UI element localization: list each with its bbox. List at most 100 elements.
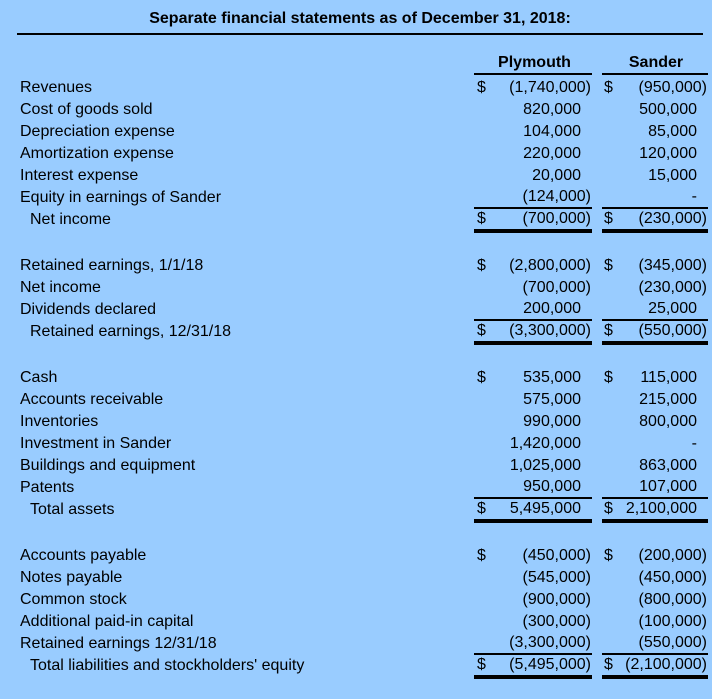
currency-symbol: $ bbox=[604, 500, 613, 517]
sander-amount: (550,000) bbox=[638, 322, 708, 339]
currency-symbol: $ bbox=[604, 547, 613, 564]
table-row: Cash $535,000 $115,000 bbox=[0, 367, 712, 389]
row-label: Total assets bbox=[30, 501, 115, 518]
plymouth-amount-cell: (3,300,000) bbox=[474, 633, 592, 655]
row-amounts: 1,420,000 - bbox=[474, 433, 708, 455]
plymouth-amount: 575,000 bbox=[523, 391, 581, 408]
plymouth-amount-cell: 990,000 bbox=[474, 411, 592, 433]
row-amounts: 950,000 107,000 bbox=[474, 477, 708, 499]
plymouth-amount: (2,800,000) bbox=[509, 257, 591, 274]
row-label: Investment in Sander bbox=[20, 435, 172, 452]
plymouth-amount-cell: $5,495,000 bbox=[474, 499, 592, 523]
row-label: Net income bbox=[30, 211, 111, 228]
sander-amount-cell: - bbox=[602, 187, 708, 209]
row-amounts: 990,000 800,000 bbox=[474, 411, 708, 433]
sander-amount-cell: $ (2,100,000) bbox=[602, 655, 708, 679]
currency-symbol: $ bbox=[477, 500, 486, 517]
row-label: Retained earnings 12/31/18 bbox=[20, 635, 217, 652]
row-label: Cash bbox=[20, 369, 58, 386]
sander-amount-cell: (230,000) bbox=[602, 277, 708, 299]
table-row: Net income (700,000) (230,000) bbox=[0, 277, 712, 299]
plymouth-amount-cell: 200,000 bbox=[474, 299, 592, 321]
sander-amount-cell: 107,000 bbox=[602, 477, 708, 499]
plymouth-amount: 200,000 bbox=[523, 300, 581, 317]
sander-amount: 500,000 bbox=[639, 101, 697, 118]
plymouth-amount: (3,300,000) bbox=[509, 322, 591, 339]
table-row: Depreciation expense 104,000 85,000 bbox=[0, 121, 712, 143]
row-label: Patents bbox=[20, 479, 75, 496]
sander-amount: (230,000) bbox=[638, 279, 708, 296]
row-amounts: 1,025,000 863,000 bbox=[474, 455, 708, 477]
plymouth-amount-cell: $ (2,800,000) bbox=[474, 255, 592, 277]
row-amounts: $ (2,800,000) $ (345,000) bbox=[474, 255, 708, 277]
plymouth-amount-cell: $ (700,000) bbox=[474, 209, 592, 233]
row-label: Dividends declared bbox=[20, 301, 157, 318]
row-amounts: 20,000 15,000 bbox=[474, 165, 708, 187]
currency-symbol: $ bbox=[477, 257, 486, 274]
sander-amount: 115,000 bbox=[640, 369, 697, 386]
plymouth-amount-cell: $ (450,000) bbox=[474, 545, 592, 567]
statement-body: Revenues $ (1,740,000) $ (950,000) Cost of go… bbox=[0, 77, 712, 679]
plymouth-amount: 220,000 bbox=[523, 145, 581, 162]
sander-amount-cell: (550,000) bbox=[602, 633, 708, 655]
statement-section: Accounts payable $ (450,000) $ (200,000) Note… bbox=[0, 545, 712, 679]
column-header-sander: Sander bbox=[602, 53, 708, 75]
table-row: Buildings and equipment 1,025,000 863,000 bbox=[0, 455, 712, 477]
row-label: Equity in earnings of Sander bbox=[20, 189, 222, 206]
plymouth-amount: 950,000 bbox=[523, 478, 581, 495]
row-amounts: 820,000 500,000 bbox=[474, 99, 708, 121]
currency-symbol: $ bbox=[477, 210, 486, 227]
table-row: Cost of goods sold 820,000 500,000 bbox=[0, 99, 712, 121]
row-label: Amortization expense bbox=[20, 145, 174, 162]
plymouth-amount: (300,000) bbox=[522, 613, 592, 630]
sander-amount-cell: 863,000 bbox=[602, 455, 708, 477]
sander-amount: 800,000 bbox=[639, 413, 697, 430]
table-row: Equity in earnings of Sander (124,000) - bbox=[0, 187, 712, 209]
sander-amount: - bbox=[691, 435, 697, 452]
table-row: Total assets $5,495,000 $2,100,000 bbox=[0, 499, 712, 523]
sander-amount: 15,000 bbox=[648, 167, 697, 184]
sander-amount-cell: 215,000 bbox=[602, 389, 708, 411]
currency-symbol: $ bbox=[604, 257, 613, 274]
row-amounts: 200,000 25,000 bbox=[474, 299, 708, 321]
row-amounts: 575,000 215,000 bbox=[474, 389, 708, 411]
column-header-plymouth: Plymouth bbox=[474, 53, 592, 75]
row-label: Retained earnings, 1/1/18 bbox=[20, 257, 204, 274]
row-amounts: 104,000 85,000 bbox=[474, 121, 708, 143]
sander-amount: (450,000) bbox=[638, 569, 708, 586]
sander-amount: (800,000) bbox=[638, 591, 708, 608]
currency-symbol: $ bbox=[477, 547, 486, 564]
row-amounts: 220,000 120,000 bbox=[474, 143, 708, 165]
table-row: Accounts payable $ (450,000) $ (200,000) bbox=[0, 545, 712, 567]
row-label: Total liabilities and stockholders' equi… bbox=[30, 657, 305, 674]
sander-amount-cell: 800,000 bbox=[602, 411, 708, 433]
sander-amount-cell: 120,000 bbox=[602, 143, 708, 165]
table-row: Investment in Sander 1,420,000 - bbox=[0, 433, 712, 455]
statement-section: Retained earnings, 1/1/18 $ (2,800,000) $ (3… bbox=[0, 255, 712, 345]
sander-amount: (100,000) bbox=[638, 613, 708, 630]
sander-amount: (345,000) bbox=[638, 257, 708, 274]
row-amounts: (300,000) (100,000) bbox=[474, 611, 708, 633]
plymouth-amount: (3,300,000) bbox=[509, 634, 591, 651]
plymouth-amount-cell: 104,000 bbox=[474, 121, 592, 143]
plymouth-amount-cell: (700,000) bbox=[474, 277, 592, 299]
plymouth-amount: 20,000 bbox=[532, 167, 581, 184]
row-amounts: (900,000) (800,000) bbox=[474, 589, 708, 611]
table-row: Notes payable (545,000) (450,000) bbox=[0, 567, 712, 589]
column-header-sander-label: Sander bbox=[628, 54, 684, 71]
plymouth-amount: 820,000 bbox=[523, 101, 581, 118]
table-row: Retained earnings, 1/1/18 $ (2,800,000) $ (3… bbox=[0, 255, 712, 277]
table-row: Retained earnings, 12/31/18 $ (3,300,000) $… bbox=[0, 321, 712, 345]
plymouth-amount-cell: 20,000 bbox=[474, 165, 592, 187]
sander-amount-cell: $115,000 bbox=[602, 367, 708, 389]
row-amounts: (545,000) (450,000) bbox=[474, 567, 708, 589]
column-header-plymouth-label: Plymouth bbox=[498, 54, 571, 71]
page-title: Separate financial statements as of Dece… bbox=[17, 9, 703, 35]
sander-amount-cell: (800,000) bbox=[602, 589, 708, 611]
table-row: Interest expense 20,000 15,000 bbox=[0, 165, 712, 187]
sander-amount-cell: $ (550,000) bbox=[602, 321, 708, 345]
sander-amount: (2,100,000) bbox=[625, 656, 707, 673]
plymouth-amount: 1,025,000 bbox=[509, 457, 581, 474]
table-row: Revenues $ (1,740,000) $ (950,000) bbox=[0, 77, 712, 99]
plymouth-amount: 1,420,000 bbox=[509, 435, 581, 452]
